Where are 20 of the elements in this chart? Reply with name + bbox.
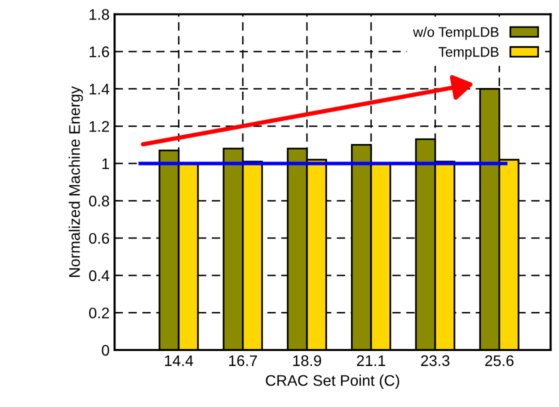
x-tick-label: 25.6 (485, 355, 514, 366)
x-tick-label: 16.7 (229, 355, 257, 366)
y-tick-label: 1.2 (90, 121, 109, 132)
y-tick-label: 0 (102, 344, 110, 356)
x-tick-label: 23.3 (421, 355, 450, 366)
y-axis-title: Normalized Machine Energy (68, 86, 83, 277)
y-tick-label: 1 (102, 158, 109, 170)
legend-label: TempLDB (438, 47, 498, 60)
y-tick-label: 0.6 (89, 232, 110, 244)
y-tick-label: 1.4 (90, 84, 110, 94)
x-tick-label: 14.4 (165, 355, 194, 366)
legend-label: w/o TempLDB (413, 26, 498, 40)
x-tick-label: 18.9 (293, 355, 322, 366)
x-axis-title: CRAC Set Point (C) (266, 374, 400, 389)
y-tick-label: 1.6 (90, 46, 110, 58)
y-tick-label: 1.8 (90, 9, 110, 20)
y-tick-label: 0.8 (89, 196, 110, 206)
x-tick-label: 21.1 (356, 355, 386, 366)
y-tick-label: 0.4 (89, 270, 110, 282)
y-tick-label: 0.2 (89, 308, 109, 318)
